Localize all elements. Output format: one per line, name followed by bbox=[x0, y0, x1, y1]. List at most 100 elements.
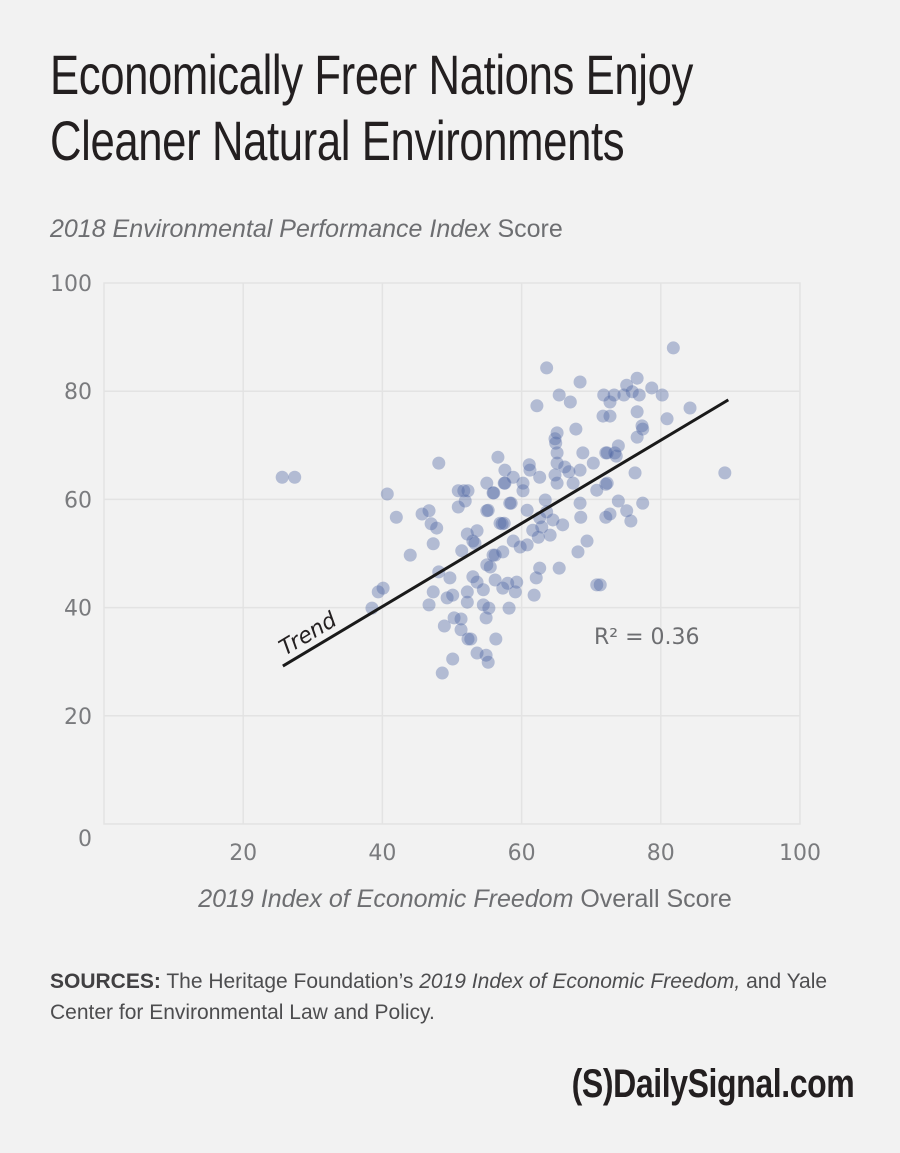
data-point bbox=[548, 468, 562, 482]
sources-label: SOURCES: bbox=[50, 970, 161, 993]
y-axis-label-italic: 2018 Environmental Performance Index bbox=[50, 215, 491, 243]
data-point bbox=[446, 652, 460, 666]
data-point bbox=[479, 648, 493, 662]
data-point bbox=[446, 588, 460, 602]
x-axis-label-plain: Overall Score bbox=[573, 885, 732, 913]
data-point bbox=[540, 361, 554, 375]
data-point bbox=[479, 611, 493, 625]
x-tick-label: 100 bbox=[779, 841, 821, 866]
data-point bbox=[498, 476, 512, 490]
daily-signal-logo[interactable]: (S)DailySignal.com bbox=[571, 1062, 854, 1106]
data-point bbox=[620, 378, 634, 392]
data-point bbox=[632, 388, 646, 402]
data-point bbox=[523, 463, 537, 477]
data-point bbox=[466, 570, 480, 584]
sources-text-2: and Yale Center for Environmental Law an… bbox=[50, 970, 828, 1024]
data-point bbox=[636, 422, 650, 436]
data-point bbox=[569, 422, 583, 436]
data-point bbox=[447, 611, 461, 625]
data-point bbox=[576, 446, 590, 460]
data-point bbox=[597, 388, 611, 402]
data-point bbox=[508, 585, 522, 599]
data-point bbox=[620, 504, 634, 518]
data-point bbox=[552, 561, 566, 575]
data-point bbox=[607, 388, 621, 402]
data-point bbox=[480, 476, 494, 490]
data-point bbox=[550, 426, 564, 440]
x-tick-label: 40 bbox=[368, 841, 396, 866]
data-point bbox=[455, 544, 469, 558]
data-point bbox=[645, 381, 659, 395]
data-point bbox=[496, 581, 510, 595]
data-point bbox=[415, 507, 429, 521]
data-point bbox=[288, 470, 302, 484]
title-line-2: Cleaner Natural Environments bbox=[50, 109, 625, 172]
data-point bbox=[481, 655, 495, 669]
data-point bbox=[476, 583, 490, 597]
data-point bbox=[483, 560, 497, 574]
data-point bbox=[660, 412, 674, 426]
data-point bbox=[630, 405, 644, 419]
data-point bbox=[666, 341, 680, 355]
data-point bbox=[489, 632, 503, 646]
data-point bbox=[531, 530, 545, 544]
data-point bbox=[546, 513, 560, 527]
data-point bbox=[497, 476, 511, 490]
data-point bbox=[426, 537, 440, 551]
title-line-1: Economically Freer Nations Enjoy bbox=[50, 43, 693, 106]
x-tick-label: 60 bbox=[508, 841, 536, 866]
data-point bbox=[609, 449, 623, 463]
data-point bbox=[599, 446, 613, 460]
data-point bbox=[573, 496, 587, 510]
data-point bbox=[571, 545, 585, 559]
data-point bbox=[590, 578, 604, 592]
x-tick-label: 20 bbox=[229, 841, 257, 866]
data-point bbox=[600, 476, 614, 490]
data-point bbox=[424, 517, 438, 531]
data-point bbox=[464, 632, 478, 646]
data-point bbox=[440, 591, 454, 605]
data-point bbox=[550, 446, 564, 460]
data-point bbox=[502, 601, 516, 615]
data-point bbox=[371, 585, 385, 599]
data-point bbox=[380, 487, 394, 501]
data-point bbox=[558, 460, 572, 474]
data-point bbox=[495, 517, 509, 531]
data-point bbox=[275, 470, 289, 484]
data-point bbox=[566, 476, 580, 490]
data-point bbox=[556, 518, 570, 532]
data-points bbox=[275, 341, 732, 680]
data-point bbox=[520, 503, 534, 517]
data-point bbox=[470, 646, 484, 660]
data-point bbox=[599, 477, 613, 491]
data-point bbox=[573, 463, 587, 477]
data-point bbox=[454, 612, 468, 626]
data-point bbox=[457, 484, 471, 498]
data-point bbox=[426, 585, 440, 599]
data-point bbox=[516, 484, 530, 498]
data-point bbox=[487, 486, 501, 500]
data-point bbox=[486, 486, 500, 500]
y-tick-label: 20 bbox=[64, 705, 92, 730]
data-point bbox=[482, 601, 496, 615]
data-point bbox=[486, 548, 500, 562]
data-point bbox=[376, 581, 390, 595]
data-point bbox=[608, 446, 622, 460]
data-point bbox=[611, 439, 625, 453]
data-point bbox=[550, 456, 564, 470]
data-point bbox=[460, 595, 474, 609]
y-axis-label-plain: Score bbox=[490, 215, 563, 243]
data-point bbox=[513, 540, 527, 554]
data-point bbox=[506, 470, 520, 484]
x-tick-labels: 20 40 60 80 100 bbox=[229, 841, 821, 866]
data-point bbox=[533, 561, 547, 575]
data-point bbox=[630, 371, 644, 385]
data-point bbox=[432, 456, 446, 470]
x-axis-label: 2019 Index of Economic Freedom Overall S… bbox=[0, 885, 900, 914]
data-point bbox=[628, 466, 642, 480]
data-point bbox=[529, 571, 543, 585]
data-point bbox=[655, 388, 669, 402]
data-point bbox=[470, 575, 484, 589]
data-point bbox=[458, 494, 472, 508]
